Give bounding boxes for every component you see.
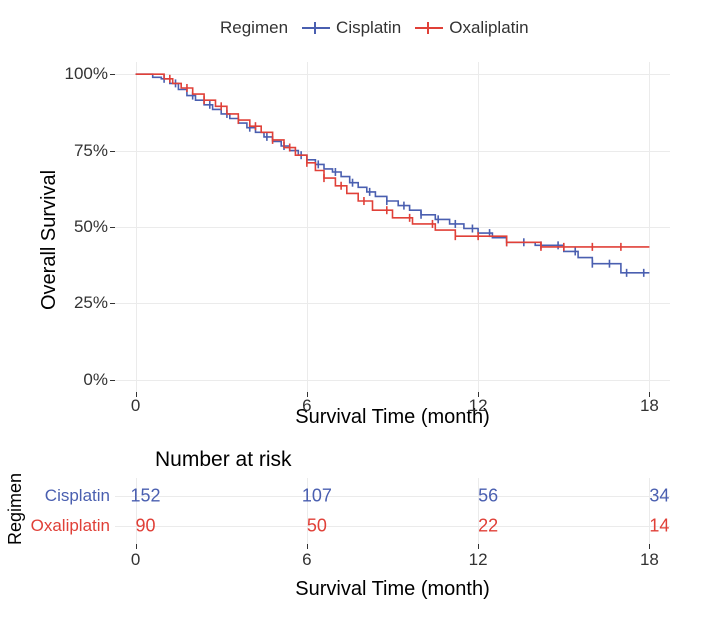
legend-swatch-oxaliplatin	[415, 27, 443, 29]
y-tick	[110, 303, 115, 304]
y-tick	[110, 380, 115, 381]
x-tick-label: 6	[302, 396, 311, 416]
y-tick	[110, 74, 115, 75]
risk-x-tick-label: 12	[469, 550, 488, 570]
km-curves	[115, 62, 670, 392]
risk-value: 34	[649, 486, 669, 507]
risk-gridline-h	[115, 496, 670, 497]
y-tick-label: 0%	[56, 370, 108, 390]
risk-x-tick	[649, 544, 650, 549]
y-tick-label: 100%	[56, 64, 108, 84]
legend-label-oxaliplatin: Oxaliplatin	[449, 18, 528, 38]
x-tick-label: 18	[640, 396, 659, 416]
series-line-cisplatin	[136, 74, 650, 273]
risk-table-panel: 152 107 56 34 90 50 22 14	[115, 478, 670, 544]
risk-value: 152	[131, 486, 161, 507]
risk-table-title: Number at risk	[155, 448, 292, 472]
risk-value: 90	[136, 515, 156, 536]
risk-value: 56	[478, 486, 498, 507]
risk-x-tick	[136, 544, 137, 549]
risk-value: 14	[649, 515, 669, 536]
risk-x-axis-label: Survival Time (month)	[115, 578, 670, 601]
risk-x-tick-label: 18	[640, 550, 659, 570]
legend-title: Regimen	[220, 18, 288, 38]
km-figure: { "legend": { "title": "Regimen", "items…	[0, 0, 708, 633]
risk-x-tick-label: 6	[302, 550, 311, 570]
y-axis-label: Overall Survival	[38, 170, 61, 310]
legend-item-cisplatin: Cisplatin	[302, 18, 401, 38]
risk-x-tick	[478, 544, 479, 549]
y-tick	[110, 151, 115, 152]
y-tick-label: 50%	[56, 217, 108, 237]
risk-value: 22	[478, 515, 498, 536]
legend-label-cisplatin: Cisplatin	[336, 18, 401, 38]
risk-row-label-cisplatin: Cisplatin	[10, 486, 110, 506]
legend-swatch-cisplatin	[302, 27, 330, 29]
risk-row-label-oxaliplatin: Oxaliplatin	[10, 516, 110, 536]
risk-x-tick	[307, 544, 308, 549]
x-tick-label: 12	[469, 396, 488, 416]
km-plot	[115, 62, 670, 392]
y-tick-label: 25%	[56, 293, 108, 313]
risk-value: 107	[302, 486, 332, 507]
risk-gridline-h	[115, 526, 670, 527]
y-tick-label: 75%	[56, 141, 108, 161]
x-tick-label: 0	[131, 396, 140, 416]
legend-item-oxaliplatin: Oxaliplatin	[415, 18, 528, 38]
risk-x-tick-label: 0	[131, 550, 140, 570]
series-line-oxaliplatin	[136, 74, 650, 247]
x-axis-label: Survival Time (month)	[115, 406, 670, 429]
y-tick	[110, 227, 115, 228]
legend: Regimen Cisplatin Oxaliplatin	[220, 18, 543, 38]
risk-value: 50	[307, 515, 327, 536]
